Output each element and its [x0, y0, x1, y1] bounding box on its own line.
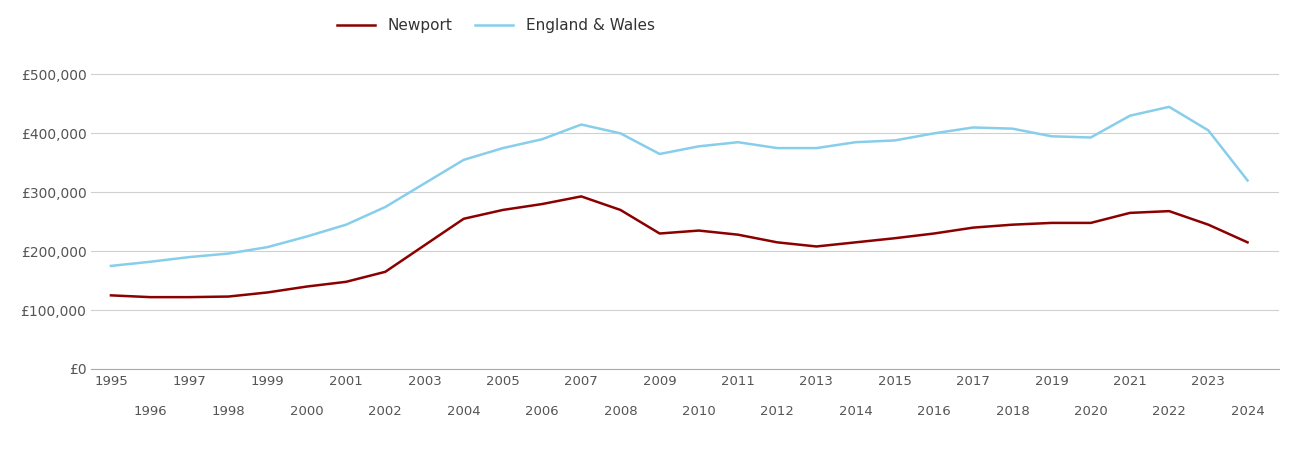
- Newport: [416, 243, 432, 248]
- Newport: [1240, 240, 1255, 245]
- Text: 2000: 2000: [290, 405, 324, 418]
- Newport: [1201, 222, 1216, 227]
- Text: 2024: 2024: [1231, 405, 1265, 418]
- Newport: [770, 240, 786, 245]
- Newport: [181, 294, 197, 300]
- England & Wales: [299, 234, 315, 239]
- Text: 2020: 2020: [1074, 405, 1108, 418]
- Newport: [731, 232, 746, 238]
- Text: 2006: 2006: [525, 405, 559, 418]
- Text: 2010: 2010: [683, 405, 715, 418]
- Text: 2002: 2002: [368, 405, 402, 418]
- England & Wales: [848, 140, 864, 145]
- England & Wales: [221, 251, 236, 256]
- England & Wales: [103, 263, 119, 269]
- Newport: [927, 231, 942, 236]
- Newport: [651, 231, 667, 236]
- England & Wales: [534, 136, 549, 142]
- England & Wales: [612, 130, 628, 136]
- Text: 2012: 2012: [761, 405, 795, 418]
- Newport: [809, 244, 825, 249]
- England & Wales: [495, 145, 510, 151]
- England & Wales: [416, 181, 432, 186]
- England & Wales: [1240, 178, 1255, 183]
- Text: 2014: 2014: [839, 405, 873, 418]
- England & Wales: [1161, 104, 1177, 109]
- Newport: [1161, 208, 1177, 214]
- Text: 2022: 2022: [1152, 405, 1186, 418]
- England & Wales: [927, 130, 942, 136]
- England & Wales: [377, 204, 393, 210]
- Newport: [887, 235, 903, 241]
- England & Wales: [573, 122, 589, 127]
- England & Wales: [966, 125, 981, 130]
- Newport: [455, 216, 471, 221]
- Newport: [612, 207, 628, 213]
- Text: 2004: 2004: [446, 405, 480, 418]
- England & Wales: [260, 244, 275, 250]
- England & Wales: [338, 222, 354, 227]
- Newport: [534, 201, 549, 207]
- Newport: [1005, 222, 1021, 227]
- Newport: [1122, 210, 1138, 216]
- Newport: [573, 194, 589, 199]
- England & Wales: [1083, 135, 1099, 140]
- Newport: [966, 225, 981, 230]
- England & Wales: [651, 151, 667, 157]
- Newport: [692, 228, 707, 233]
- England & Wales: [1201, 128, 1216, 133]
- Newport: [1044, 220, 1060, 225]
- England & Wales: [770, 145, 786, 151]
- Newport: [1083, 220, 1099, 225]
- Legend: Newport, England & Wales: Newport, England & Wales: [331, 12, 660, 39]
- Text: 1998: 1998: [211, 405, 245, 418]
- England & Wales: [692, 144, 707, 149]
- England & Wales: [1005, 126, 1021, 131]
- Newport: [495, 207, 510, 213]
- England & Wales: [731, 140, 746, 145]
- Line: Newport: Newport: [111, 196, 1248, 297]
- Text: 2016: 2016: [917, 405, 951, 418]
- Text: 2018: 2018: [996, 405, 1030, 418]
- England & Wales: [809, 145, 825, 151]
- Newport: [848, 240, 864, 245]
- Newport: [299, 284, 315, 289]
- England & Wales: [1044, 134, 1060, 139]
- Newport: [338, 279, 354, 284]
- England & Wales: [142, 259, 158, 265]
- Newport: [142, 294, 158, 300]
- England & Wales: [181, 254, 197, 260]
- England & Wales: [887, 138, 903, 143]
- Newport: [260, 290, 275, 295]
- Newport: [103, 292, 119, 298]
- Newport: [377, 269, 393, 274]
- England & Wales: [455, 157, 471, 162]
- Line: England & Wales: England & Wales: [111, 107, 1248, 266]
- Text: 1996: 1996: [133, 405, 167, 418]
- Newport: [221, 294, 236, 299]
- England & Wales: [1122, 113, 1138, 118]
- Text: 2008: 2008: [604, 405, 637, 418]
